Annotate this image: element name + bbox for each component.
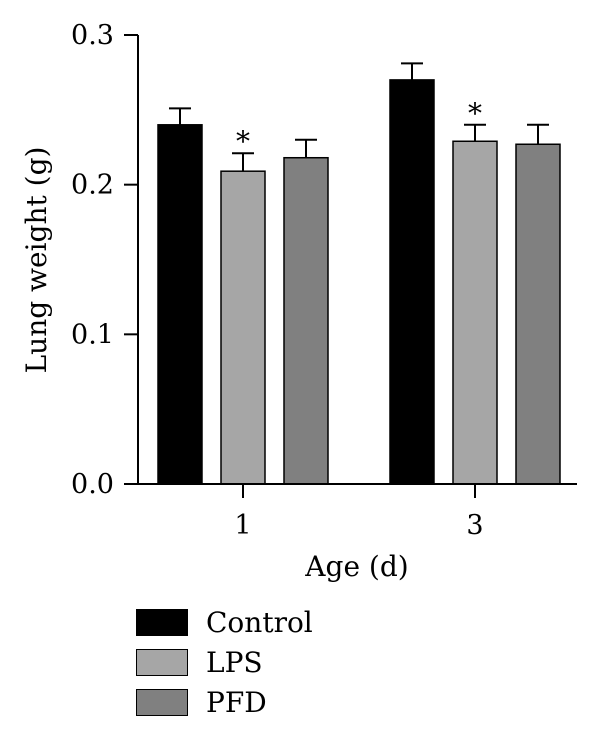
significance-marker: *	[236, 125, 250, 158]
legend-label-control: Control	[206, 605, 313, 639]
legend-swatch-lps	[136, 648, 188, 676]
y-axis-title: Lung weight (g)	[20, 147, 53, 374]
x-tick-label: 1	[234, 510, 251, 541]
significance-marker: *	[468, 97, 482, 130]
x-tick-label: 3	[466, 510, 483, 541]
legend-swatch-control	[136, 608, 188, 636]
x-axis-title: Age (d)	[304, 550, 408, 583]
legend-item-control: Control	[136, 604, 313, 640]
y-tick-label: 0.1	[71, 319, 114, 350]
y-tick-label: 0.2	[71, 170, 114, 201]
bars-layer: **	[157, 62, 561, 485]
legend-item-pfd: PFD	[136, 684, 313, 720]
bar-control-3	[389, 79, 435, 485]
legend-item-lps: LPS	[136, 644, 313, 680]
axes-layer	[137, 35, 577, 485]
bar-pfd-3	[515, 143, 561, 485]
legend-label-lps: LPS	[206, 645, 263, 679]
y-tick-label: 0.3	[71, 20, 114, 51]
y-ticks: 0.0 0.1 0.2 0.3	[71, 20, 138, 500]
bar-lps-1	[220, 170, 266, 485]
legend: Control LPS PFD	[136, 604, 313, 724]
bar-control-1	[157, 124, 203, 485]
legend-label-pfd: PFD	[206, 685, 267, 719]
y-tick-label: 0.0	[71, 469, 114, 500]
bar-pfd-1	[283, 156, 329, 485]
bar-lps-3	[452, 140, 498, 485]
legend-swatch-pfd	[136, 688, 188, 716]
